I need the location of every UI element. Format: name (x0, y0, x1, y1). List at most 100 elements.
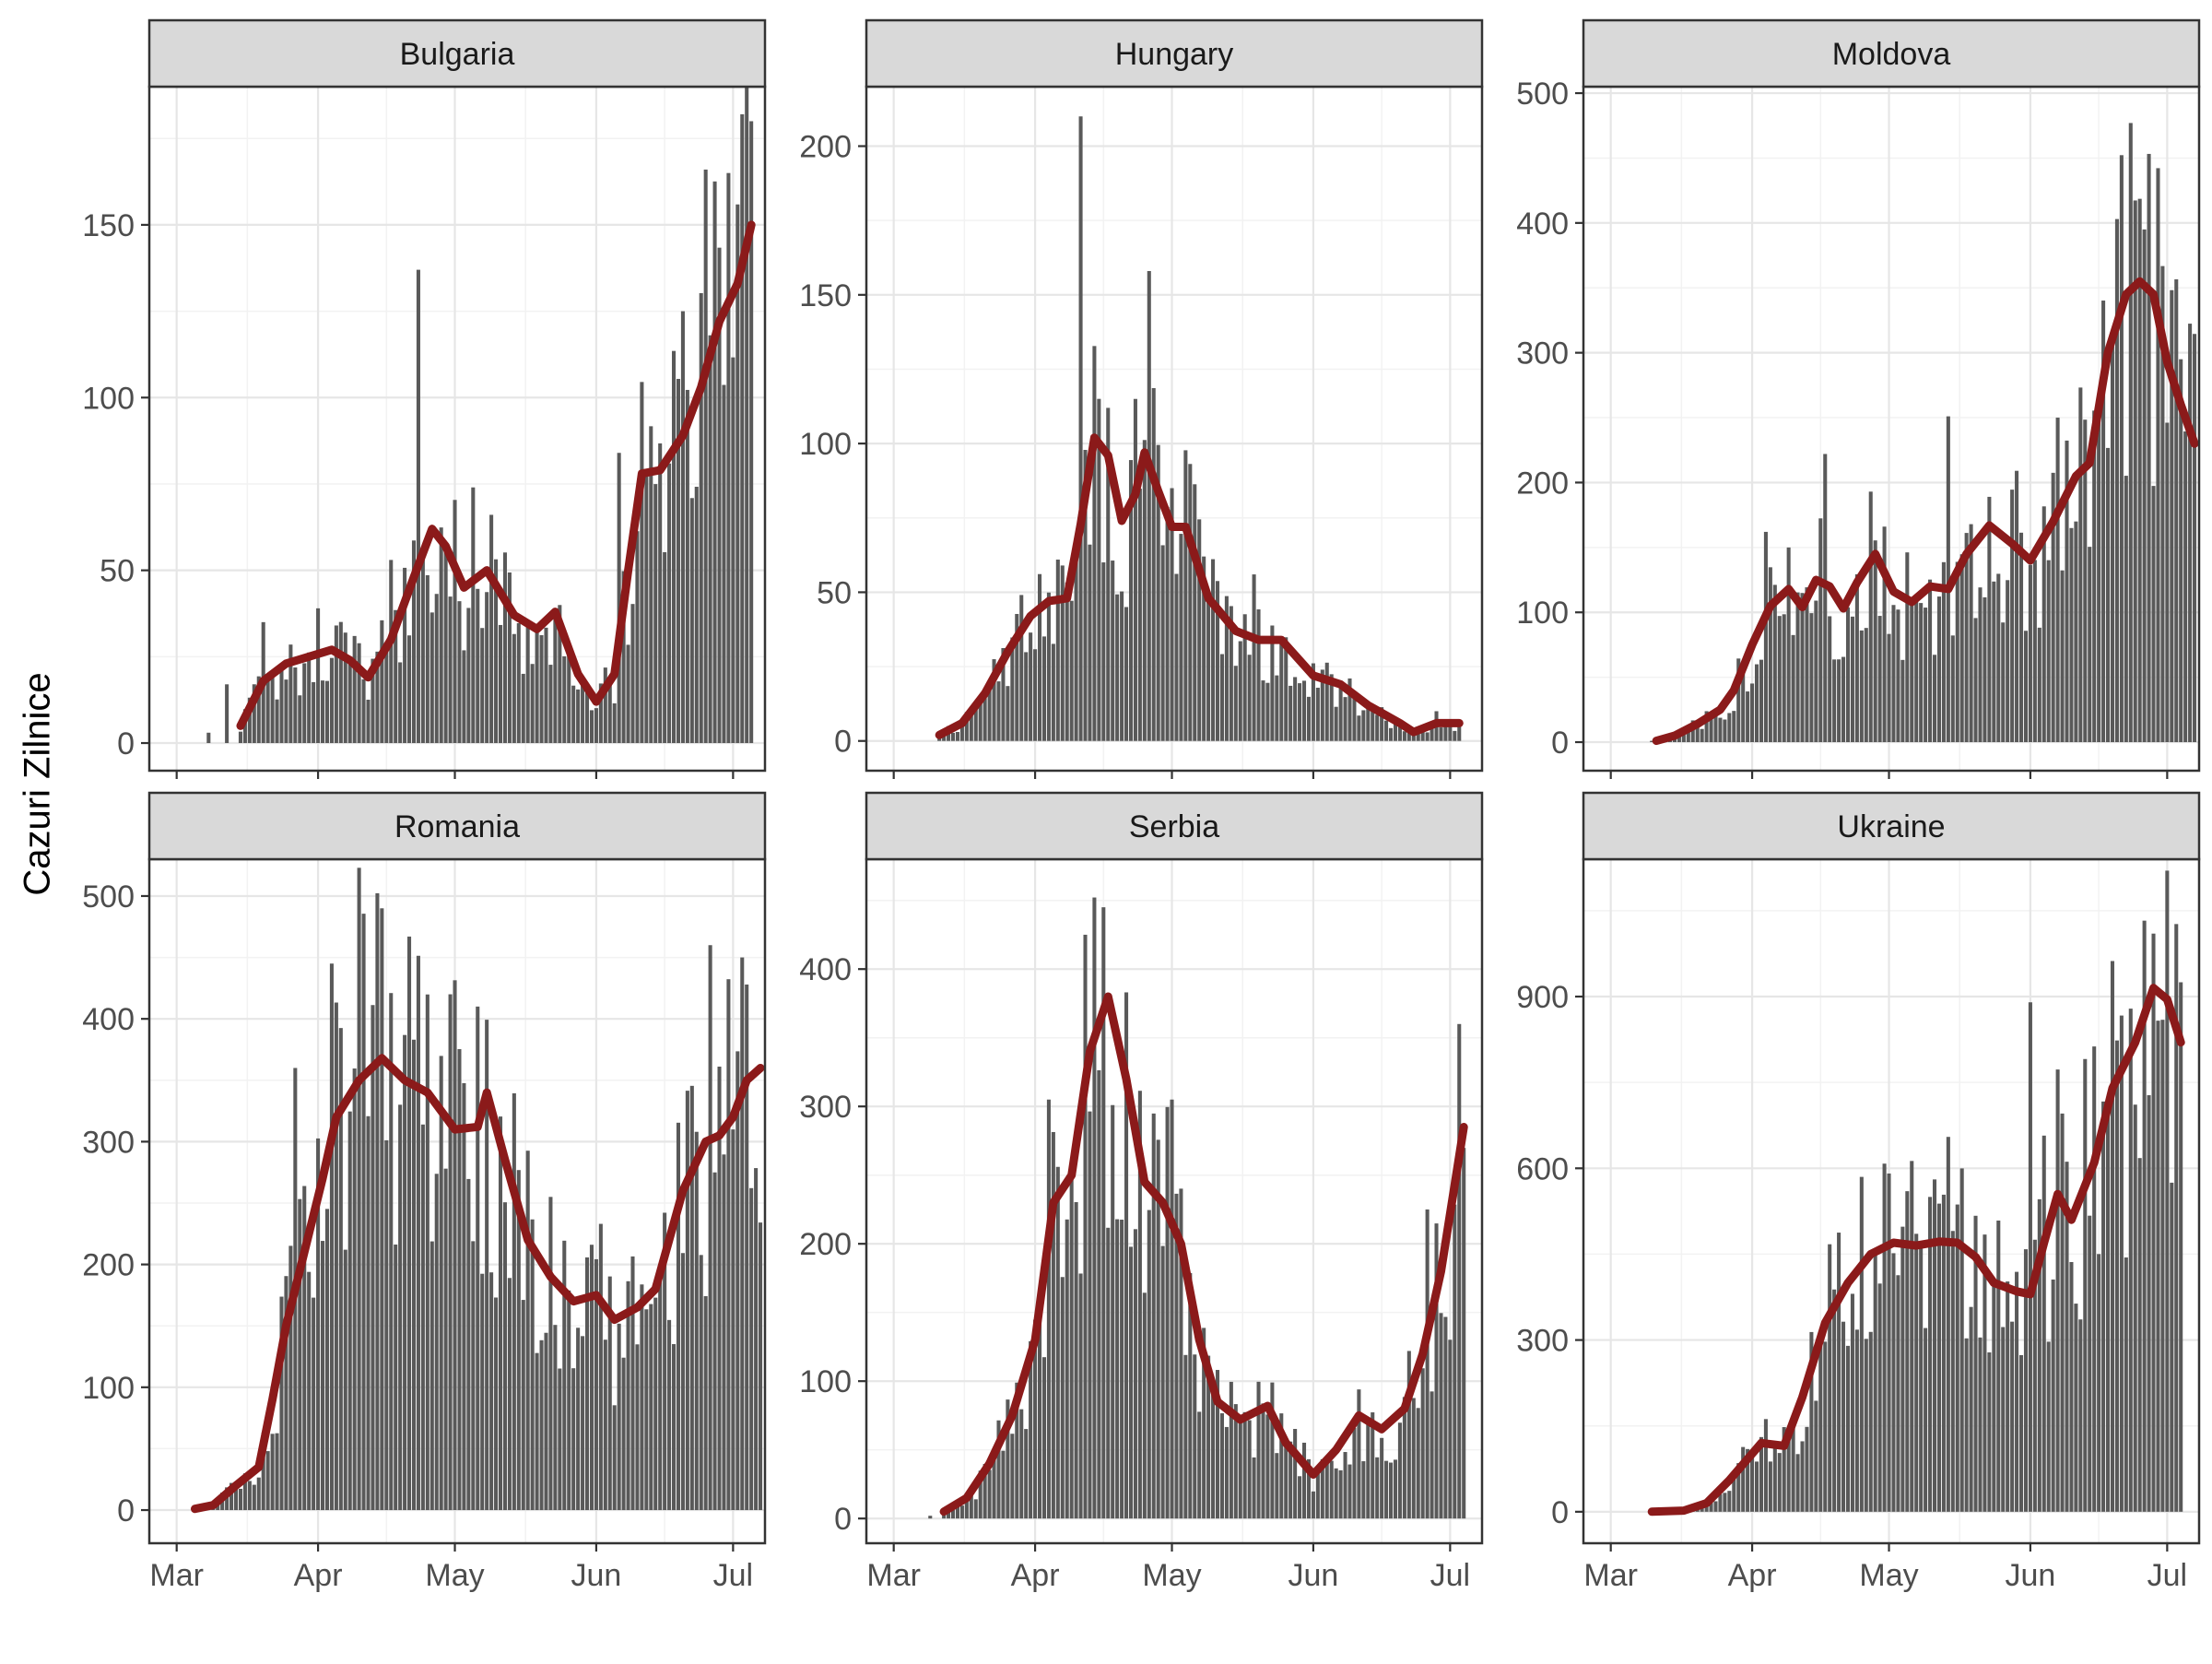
bar (987, 1469, 992, 1519)
bar (338, 621, 343, 744)
bar (498, 1116, 503, 1511)
bar (1868, 491, 1873, 743)
bar (2151, 933, 2156, 1512)
bar (726, 172, 731, 744)
bar (1174, 1193, 1179, 1519)
bar (1841, 656, 1846, 743)
bar (712, 1172, 717, 1511)
bar (1987, 1351, 1992, 1512)
bar (2006, 580, 2010, 743)
bar (689, 498, 694, 744)
bar (1279, 1413, 1284, 1519)
bar (1238, 641, 1242, 741)
bar (708, 945, 712, 1511)
bar (626, 1280, 630, 1511)
bar (612, 702, 617, 744)
bar (2037, 1198, 2041, 1512)
bar (1160, 545, 1165, 741)
bar (1928, 579, 1933, 743)
bar (1293, 1429, 1298, 1519)
bar (1029, 1340, 1033, 1519)
x-tick-label: Mar (866, 1558, 921, 1593)
bar (1837, 1233, 1841, 1512)
bar (1681, 734, 1686, 743)
bar (357, 643, 361, 744)
bar (2083, 419, 2088, 743)
bar (525, 623, 530, 744)
y-tick-label: 300 (82, 1125, 135, 1160)
bar (1092, 897, 1097, 1519)
bar (548, 665, 553, 744)
bar (1055, 559, 1060, 741)
bar (745, 984, 749, 1511)
bar (270, 677, 275, 744)
y-tick-label: 0 (117, 1493, 135, 1528)
bar (694, 1131, 699, 1511)
bar (1873, 1254, 1877, 1512)
panel-background (149, 859, 765, 1543)
bar (1828, 616, 1832, 743)
bar (1973, 1215, 1978, 1512)
bar (735, 204, 740, 744)
bar (324, 1209, 330, 1511)
bar (307, 652, 312, 744)
bar (1864, 628, 1868, 743)
bar (352, 635, 357, 744)
bar (1859, 630, 1864, 743)
bar (1069, 1166, 1074, 1519)
bar (973, 1499, 978, 1519)
bar (658, 1271, 663, 1511)
bar (1174, 573, 1179, 741)
bar (375, 892, 380, 1511)
bar (252, 684, 256, 744)
bar (1051, 643, 1055, 741)
bar (485, 592, 489, 744)
smoothed-line (236, 220, 756, 730)
bar (1964, 1338, 1969, 1512)
bar (1924, 1328, 1928, 1512)
bar (2106, 1097, 2111, 1512)
bar (1033, 1319, 1038, 1519)
smoothed-line (191, 1054, 765, 1514)
bar (548, 1197, 553, 1511)
smoothed-line (1652, 277, 2199, 746)
bar (1393, 716, 1398, 741)
bar (1900, 1226, 1905, 1512)
bar (950, 732, 956, 741)
bar (242, 709, 247, 744)
bar (2097, 1254, 2101, 1512)
bar (1279, 643, 1284, 741)
bar (425, 574, 429, 744)
bar (1832, 659, 1837, 743)
bar (745, 74, 749, 744)
bar (1193, 1354, 1197, 1519)
bar (2174, 924, 2179, 1512)
bar (1106, 407, 1111, 741)
bar (626, 644, 630, 744)
facet-strip (147, 18, 767, 89)
bar (1430, 724, 1434, 741)
bar (1301, 1442, 1307, 1519)
bar (1919, 603, 1924, 743)
bar (1727, 1491, 1732, 1512)
facet-strip (865, 791, 1484, 861)
bar (1996, 573, 2001, 743)
bar (2078, 387, 2083, 743)
bar (1393, 1459, 1398, 1519)
bar (1101, 562, 1106, 741)
bar (1805, 587, 1809, 743)
bar (502, 1202, 507, 1511)
bar (1298, 683, 1302, 741)
bar (749, 1187, 754, 1511)
bar (2147, 1095, 2151, 1512)
y-tick-label: 100 (799, 1364, 852, 1399)
bar (2101, 1101, 2106, 1512)
bar (2114, 218, 2119, 743)
bar (992, 659, 996, 741)
bar (1211, 559, 1216, 741)
bar (1406, 1351, 1411, 1519)
y-tick-label: 50 (817, 575, 852, 610)
bar (1457, 1023, 1462, 1519)
bar (1329, 674, 1334, 741)
bar (1224, 1426, 1229, 1519)
